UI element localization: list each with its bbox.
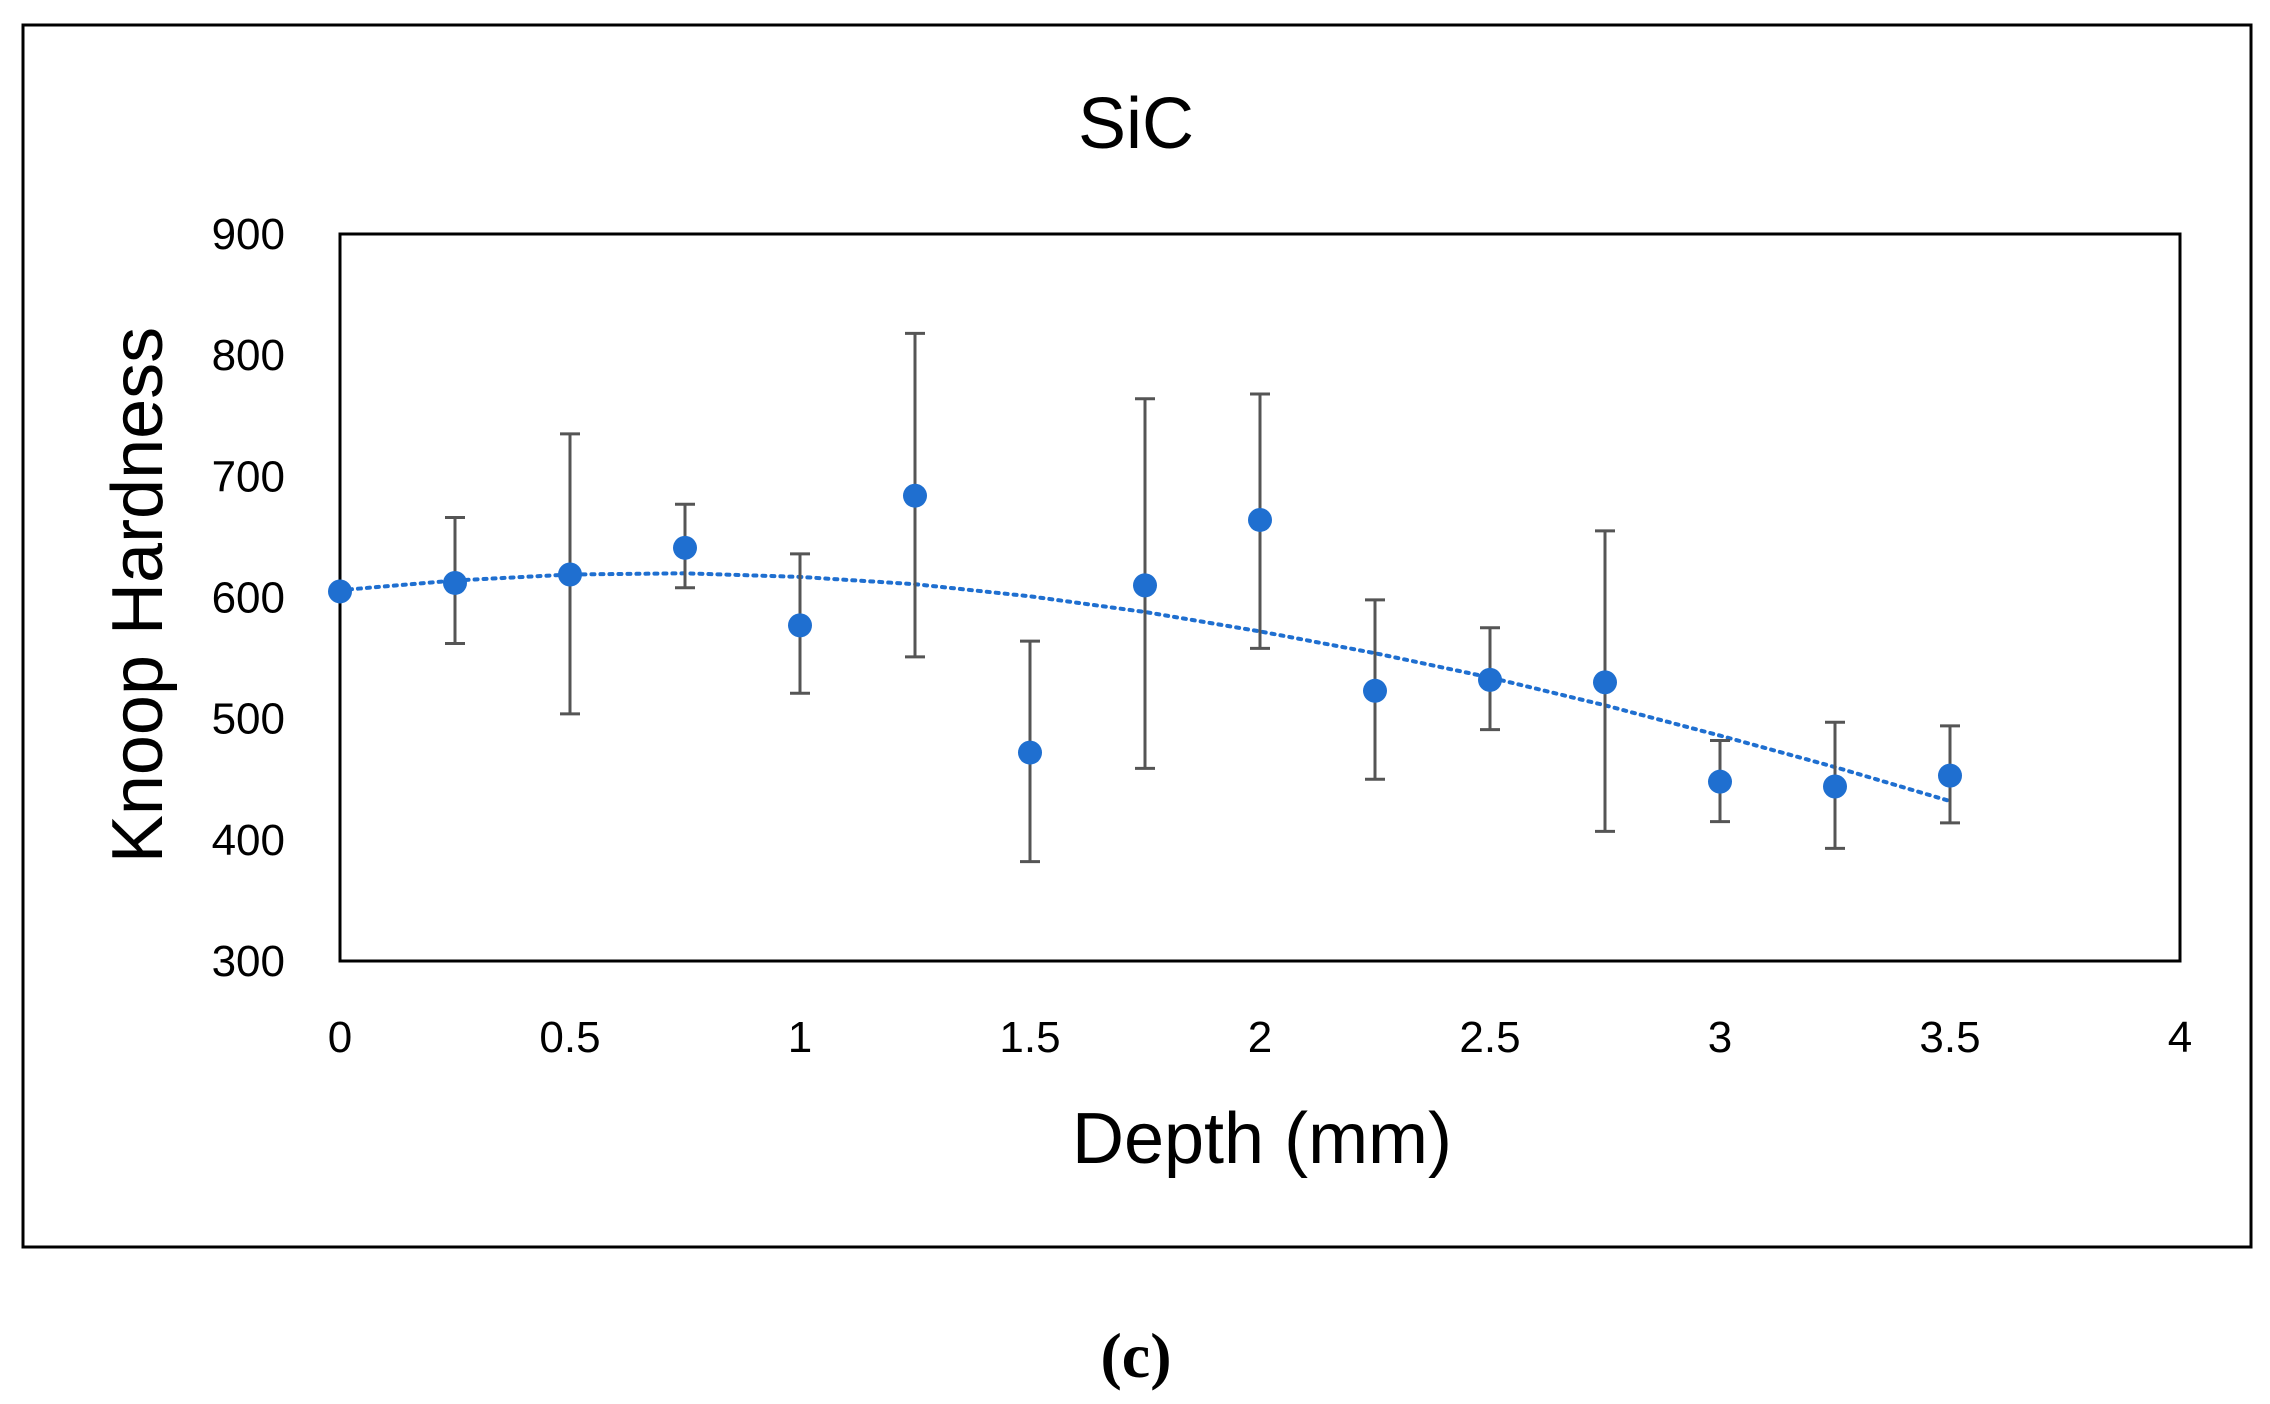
x-axis-ticks: 0 0.5 1 1.5 2 2.5 3 3.5 4 (328, 1013, 2192, 1062)
chart-title: SiC (1078, 84, 1194, 164)
x-tick-label: 1 (788, 1013, 812, 1062)
data-point (328, 579, 352, 604)
y-tick-label: 600 (212, 574, 285, 623)
x-tick-label: 2 (1248, 1013, 1272, 1062)
data-point (1248, 507, 1272, 532)
x-tick-label: 0 (328, 1013, 352, 1062)
data-point (1478, 667, 1502, 692)
data-point (1823, 774, 1847, 799)
x-tick-label: 1.5 (999, 1013, 1060, 1062)
data-point (673, 535, 697, 560)
data-points (328, 483, 1962, 799)
data-point (788, 613, 812, 638)
figure-caption: (c) (1100, 1320, 1171, 1391)
data-point (1938, 763, 1962, 788)
data-point (558, 562, 582, 587)
y-tick-label: 800 (212, 331, 285, 380)
data-point (903, 483, 927, 508)
x-tick-label: 2.5 (1459, 1013, 1520, 1062)
data-point (1363, 678, 1387, 703)
chart-frame (21, 23, 2253, 1249)
data-point (443, 570, 467, 595)
y-tick-label: 500 (212, 695, 285, 744)
trendline (338, 571, 1952, 804)
x-tick-label: 3.5 (1919, 1013, 1980, 1062)
data-point (1593, 670, 1617, 695)
y-axis-title: Knoop Hardness (98, 327, 178, 863)
y-tick-label: 900 (212, 210, 285, 259)
y-tick-label: 700 (212, 452, 285, 501)
x-tick-label: 3 (1708, 1013, 1732, 1062)
x-axis-title: Depth (mm) (1072, 1099, 1452, 1179)
x-tick-label: 0.5 (539, 1013, 600, 1062)
y-tick-label: 400 (212, 816, 285, 865)
data-point (1708, 769, 1732, 794)
x-tick-label: 4 (2168, 1013, 2192, 1062)
data-point (1133, 573, 1157, 598)
y-axis-ticks: 300 400 500 600 700 800 900 (212, 210, 285, 986)
data-point (1018, 740, 1042, 765)
y-tick-label: 300 (212, 937, 285, 986)
